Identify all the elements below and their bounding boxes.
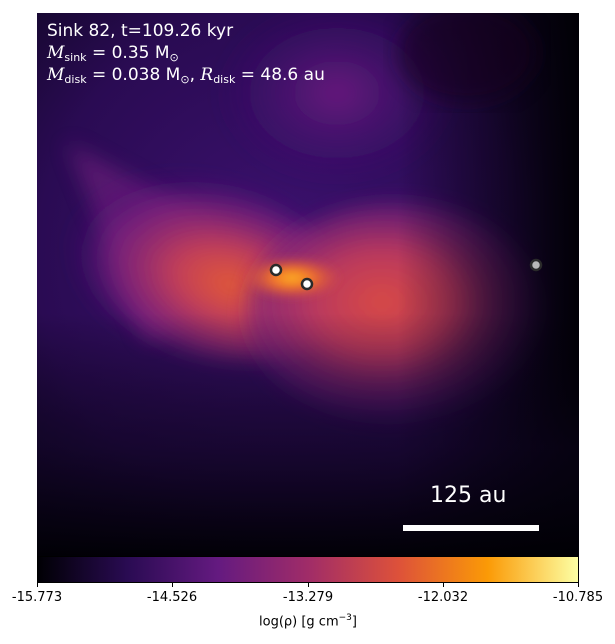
colorbar-tick-label: -15.773 [11,590,63,605]
sink-primary-marker [269,263,283,277]
colorbar [37,556,579,583]
colorbar-tick-label: -12.032 [417,590,469,605]
colorbar-tick [578,583,579,587]
colorbar-tick-label: -13.279 [282,590,334,605]
scale-bar [403,525,539,531]
bottom-dark-region [37,313,579,556]
disk-properties-label: Mdisk = 0.038 M⊙, Rdisk = 48.6 au [47,65,325,86]
sinks-layer [269,258,543,291]
colorbar-tick [172,583,173,587]
colorbar-tick-label: -10.785 [552,590,604,605]
sink-secondary-marker [300,277,314,291]
upper-filament [217,13,457,183]
upper-right-void [397,13,537,103]
colorbar-tick [37,583,38,587]
colorbar-tick [443,583,444,587]
colorbar-label: log(ρ) [g cm−3] [259,613,357,630]
sink-title: Sink 82, t=109.26 kyr [47,21,234,41]
sink-mass-label: Msink = 0.35 M⊙ [47,43,179,64]
scale-bar-label: 125 au [430,483,507,508]
density-map [37,13,579,556]
colorbar-tick-label: -14.526 [146,590,198,605]
colorbar-tick [308,583,309,587]
density-map-panel: Sink 82, t=109.26 kyr Msink = 0.35 M⊙ Md… [37,13,579,556]
sink-distant-marker [529,258,543,272]
central-core [242,256,342,300]
